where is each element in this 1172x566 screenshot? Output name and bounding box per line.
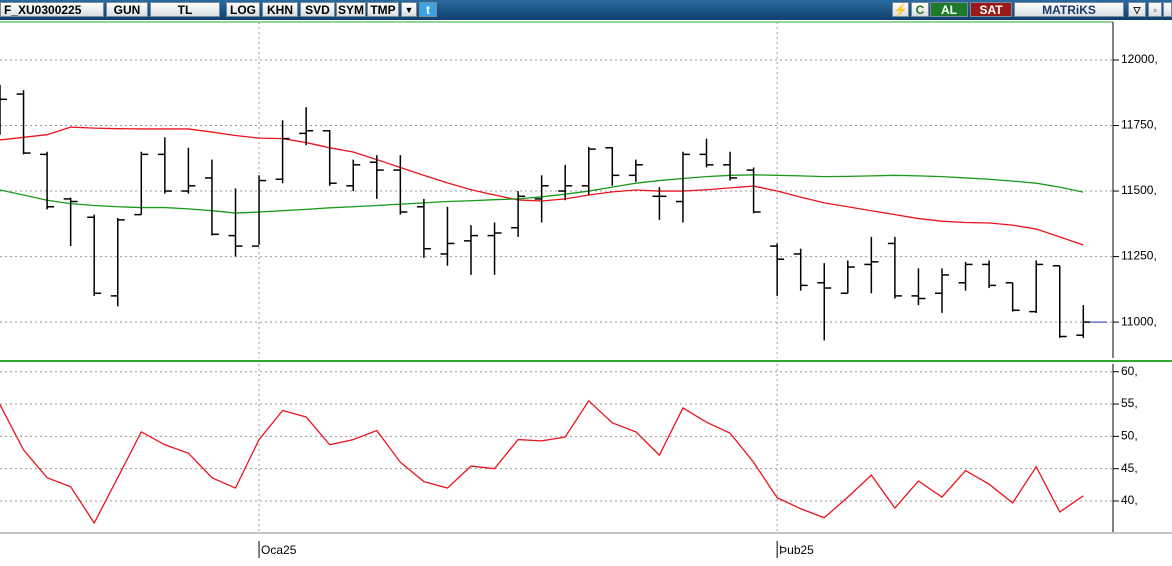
close-button[interactable] [1163, 2, 1172, 17]
x-tick-label: Oca25 [261, 543, 297, 557]
menu-button[interactable]: ▽ [1128, 2, 1146, 17]
chart: 11000, 11250, 11500, 11750, 12000, 40, 45, 50, 5… [0, 21, 1172, 558]
dropdown-button[interactable]: ▼ [401, 2, 417, 17]
sell-button[interactable]: SAT [970, 2, 1012, 17]
min-button[interactable]: ▫ [1148, 2, 1162, 17]
y-tick-label: 45, [1121, 461, 1138, 475]
svd-button[interactable]: SVD [300, 2, 335, 17]
buy-button[interactable]: AL [930, 2, 968, 17]
y-tick-label: 40, [1121, 493, 1138, 507]
y-tick-label: 11500, [1121, 183, 1157, 197]
y-tick-label: 11000, [1121, 314, 1157, 328]
currency-button[interactable]: TL [150, 2, 220, 17]
y-tick-label: 50, [1121, 429, 1138, 443]
period-button[interactable]: GUN [106, 2, 148, 17]
c-button[interactable]: C [911, 2, 929, 17]
y-tick-label: 11750, [1121, 118, 1157, 132]
flash-button[interactable]: ⚡ [892, 2, 909, 17]
y-tick-label: 55, [1121, 396, 1138, 410]
symbol[interactable]: F_XU0300225 [0, 2, 104, 17]
twitter-button[interactable]: t [419, 2, 437, 17]
toolbar: F_XU0300225 GUN TL LOG KHN SVD SYM TMP ▼… [0, 0, 1172, 20]
y-tick-label: 60, [1121, 364, 1138, 378]
sym-button[interactable]: SYM [336, 2, 366, 17]
khn-button[interactable]: KHN [262, 2, 298, 17]
tmp-button[interactable]: TMP [367, 2, 399, 17]
x-tick-label: Þub25 [779, 543, 814, 557]
y-tick-label: 12000, [1121, 52, 1158, 66]
log-button[interactable]: LOG [226, 2, 260, 17]
rsi-line [0, 399, 1084, 525]
brand: MATRiKS [1014, 2, 1124, 17]
y-tick-label: 11250, [1121, 249, 1157, 263]
